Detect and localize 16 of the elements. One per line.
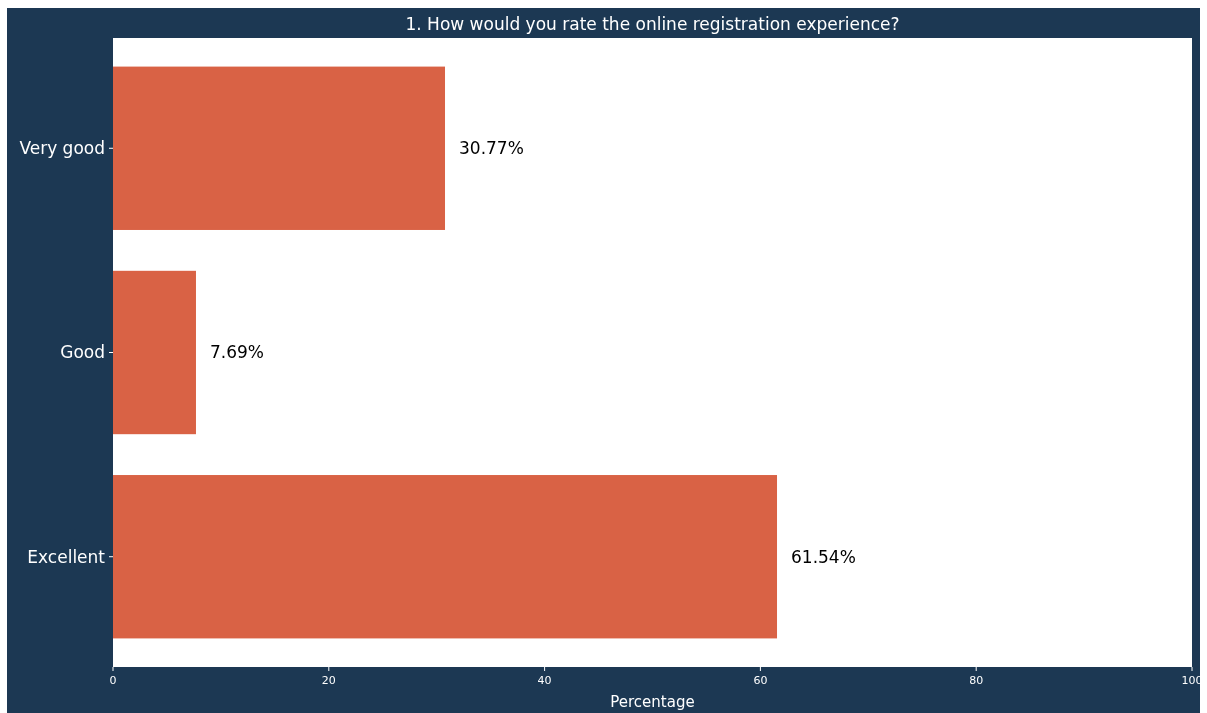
- x-tick-label: 0: [109, 674, 117, 687]
- chart-title: 1. How would you rate the online registration experience?: [405, 14, 900, 34]
- data-label: 30.77%: [459, 138, 524, 159]
- x-tick-label: 80: [969, 674, 984, 687]
- bar: [113, 475, 778, 639]
- y-tick-label: Very good: [19, 138, 105, 159]
- y-tick-label: Excellent: [27, 546, 106, 567]
- data-label: 7.69%: [209, 342, 264, 363]
- bar: [113, 66, 446, 230]
- x-tick-label: 20: [321, 674, 336, 687]
- x-tick-label: 40: [537, 674, 552, 687]
- x-tick-label: 60: [753, 674, 768, 687]
- y-tick-label: Good: [60, 342, 105, 363]
- x-axis-title: Percentage: [610, 693, 695, 711]
- bar: [113, 270, 196, 435]
- data-label: 61.54%: [791, 546, 856, 567]
